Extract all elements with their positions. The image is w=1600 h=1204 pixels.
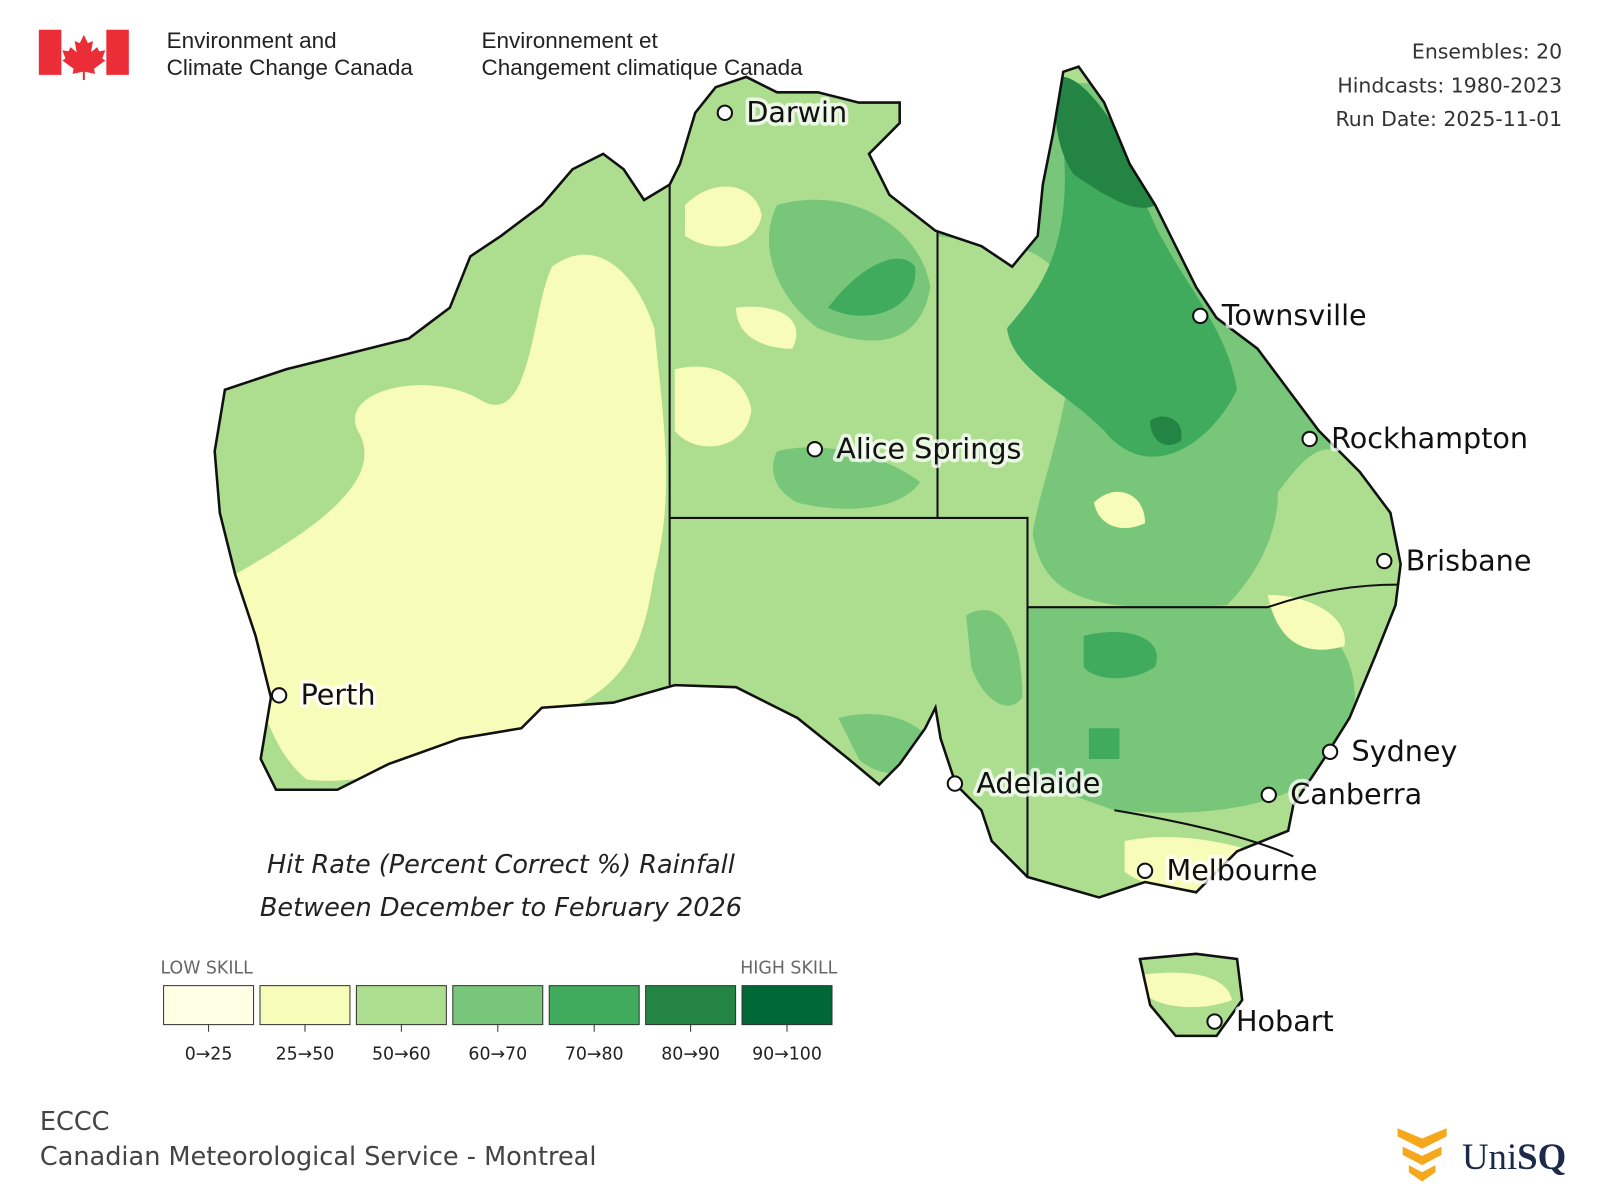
map-title: Hit Rate (Percent Correct %) Rainfall: [267, 850, 735, 880]
legend-swatch: [355, 985, 447, 1026]
canada-flag: [38, 29, 129, 80]
city-label: Darwin: [746, 95, 847, 129]
logo-text: Uni: [1462, 1136, 1517, 1177]
legend-low: LOW SKILL: [161, 958, 254, 978]
legend-swatch: [163, 985, 255, 1026]
run-info: Run Date: 2025-11-01: [1335, 107, 1562, 131]
run-info: Ensembles: 20: [1412, 39, 1562, 63]
skill-zone: [828, 258, 916, 316]
skill-zone: [1083, 632, 1157, 679]
skill-zone: [736, 306, 797, 349]
city-label: Melbourne: [1167, 853, 1318, 887]
city-label: Hobart: [1236, 1004, 1334, 1038]
city-label: Perth: [301, 678, 376, 712]
state-borders: [668, 184, 1398, 877]
city-label: Brisbane: [1406, 543, 1532, 577]
legend-high: HIGH SKILL: [740, 958, 837, 978]
run-info: Hindcasts: 1980-2023: [1337, 73, 1562, 97]
legend-swatch: [259, 985, 351, 1026]
legend-label: 50→60: [372, 1044, 431, 1064]
skill-zone: [1150, 416, 1182, 446]
city-label: Rockhampton: [1331, 421, 1528, 455]
city-label: Townsville: [1221, 298, 1367, 332]
agency-en: Climate Change Canada: [167, 55, 414, 80]
skill-zone: [1007, 137, 1238, 457]
map-title: Between December to February 2026: [260, 893, 742, 923]
skill-zone: [966, 610, 1023, 706]
footer: ECCC: [40, 1107, 110, 1137]
cities: [270, 104, 1393, 1030]
legend-label: 90→100: [752, 1044, 822, 1064]
logo-text: SQ: [1517, 1136, 1566, 1177]
legend-label: 70→80: [565, 1044, 624, 1064]
skill-zone: [772, 447, 921, 509]
legend-label: 60→70: [468, 1044, 527, 1064]
legend-label: 0→25: [185, 1044, 233, 1064]
legend-swatch: [645, 985, 737, 1026]
skill-zone: [1088, 728, 1120, 759]
skill-zone: [1145, 972, 1232, 1008]
legend-swatch: [548, 985, 640, 1026]
legend-swatch: [741, 985, 833, 1026]
skill-zone: [684, 186, 762, 247]
skill-zone: [1055, 76, 1156, 208]
legend-label: 25→50: [276, 1044, 335, 1064]
footer: Canadian Meteorological Service - Montre…: [40, 1142, 597, 1172]
unisq-logo: UniSQ: [1397, 1128, 1566, 1182]
city-label: Canberra: [1290, 777, 1422, 811]
legend: 0→25 25→50 50→60 60→70 70→80 80→90 90→100: [163, 985, 833, 1064]
legend-swatch: [452, 985, 544, 1026]
skill-zone: [1093, 491, 1146, 529]
agency-fr: Changement climatique Canada: [482, 55, 804, 80]
city-label: Sydney: [1352, 734, 1458, 768]
city-label: Alice Springs: [836, 431, 1021, 465]
skill-zone: [1267, 594, 1345, 650]
agency-fr: Environnement et: [482, 28, 659, 53]
agency-en: Environment and: [167, 28, 337, 53]
svg-text:UniSQ: UniSQ: [1462, 1136, 1566, 1177]
skill-zone: [235, 254, 667, 781]
skill-zone: [674, 366, 752, 447]
legend-label: 80→90: [661, 1044, 720, 1064]
city-label: Adelaide: [976, 766, 1100, 800]
